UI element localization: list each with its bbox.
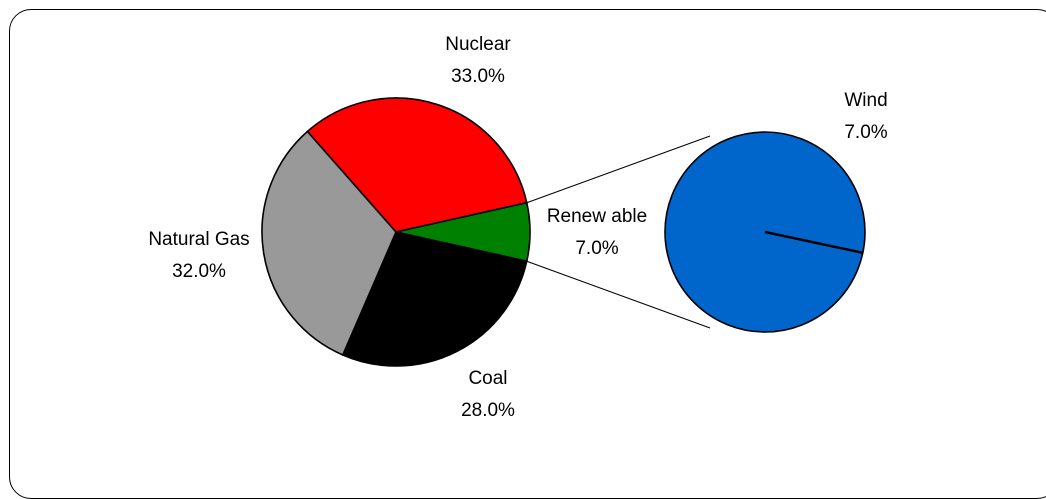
value-label-nuclear: 33.0% — [451, 66, 505, 87]
value-label-wind: 7.0% — [844, 122, 887, 143]
label-coal: Coal — [468, 368, 507, 389]
connector-bottom — [526, 260, 711, 329]
slice-natural-gas — [261, 130, 397, 357]
data-labels: Nuclear 33.0% Renew able 7.0% Coal 28.0% Natur… — [148, 34, 887, 421]
label-wind: Wind — [844, 90, 887, 111]
pie-of-pie-chart: Nuclear 33.0% Renew able 7.0% Coal 28.0% Natur… — [148, 34, 887, 421]
label-nuclear: Nuclear — [445, 34, 511, 55]
value-label-natural-gas: 32.0% — [172, 261, 226, 282]
main-pie — [261, 97, 531, 367]
connector-top — [526, 135, 711, 204]
value-label-renew-able: 7.0% — [575, 238, 618, 259]
slice-coal — [341, 231, 528, 367]
slice-separator — [764, 230, 864, 255]
breakout-connectors — [526, 135, 711, 329]
label-renew-able: Renew able — [547, 206, 647, 227]
slice-nuclear — [306, 97, 528, 233]
breakout-pie — [664, 131, 866, 333]
label-natural-gas: Natural Gas — [148, 229, 249, 250]
value-label-coal: 28.0% — [461, 400, 515, 421]
